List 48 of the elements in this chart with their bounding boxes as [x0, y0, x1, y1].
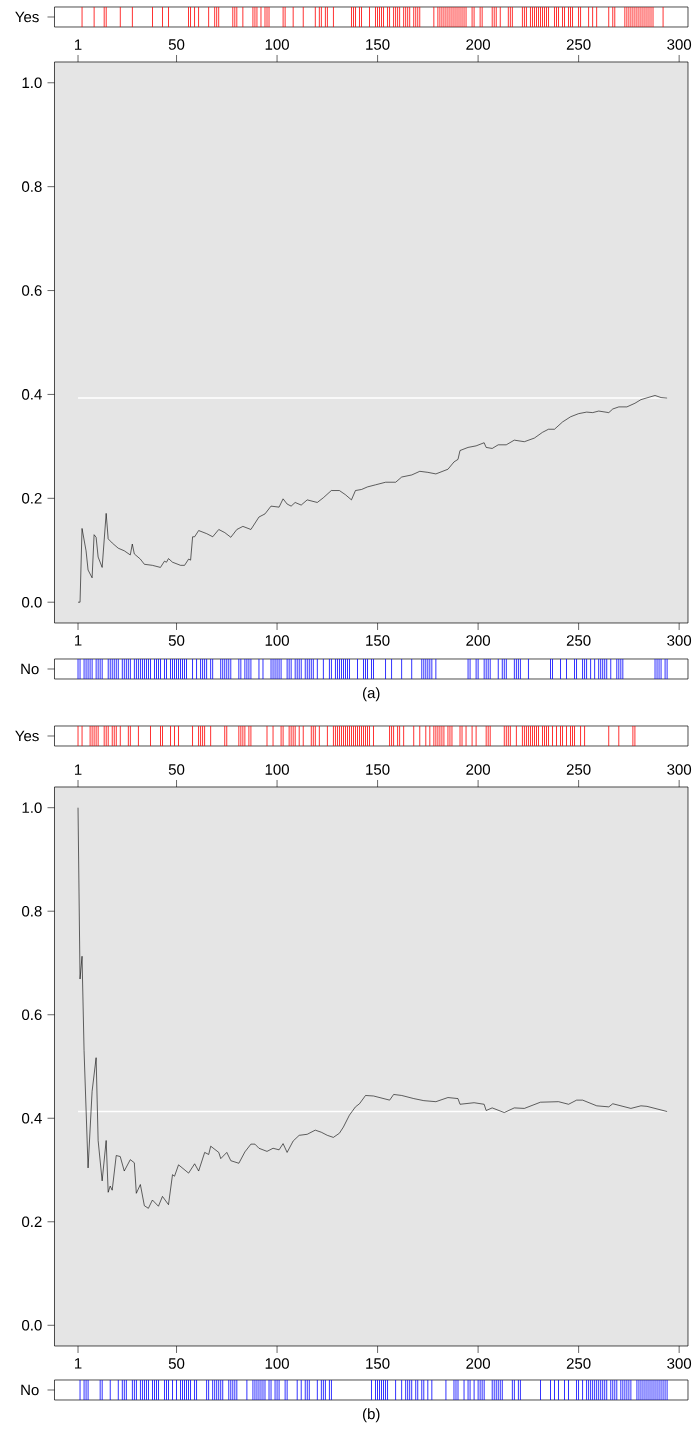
x-tick-label: 200: [466, 1358, 491, 1369]
y-tick-label: 0.0: [22, 1319, 42, 1331]
x2-tick-label: 1: [75, 635, 82, 646]
x-tick-label: 150: [366, 1358, 390, 1369]
x2-tick-label: 150: [366, 635, 390, 646]
y-tick-label: 0.2: [22, 493, 42, 504]
x-tick-label: 50: [168, 1358, 185, 1369]
text: (a): [363, 687, 380, 702]
x2-tick-label: 200: [466, 635, 491, 646]
y-tick-label: 0.6: [22, 1009, 42, 1021]
x2-tick-label: 150: [366, 764, 390, 775]
x2-tick-label: 300: [667, 635, 692, 646]
x2-tick-label: 200: [466, 764, 491, 775]
y-tick-label: 0.8: [22, 181, 42, 192]
line-series: [77, 807, 668, 1209]
x-tick-label: 250: [566, 1358, 591, 1369]
x2-tick-label: 300: [667, 764, 692, 775]
y-tick-label: 0.0: [22, 596, 42, 608]
x-tick-label: 1: [75, 1358, 82, 1369]
y-tick-label: 0.4: [22, 389, 42, 400]
x-tick-label: 300: [667, 39, 692, 50]
x-tick-label: 100: [265, 1358, 289, 1369]
y-axis-title: Yes: [15, 11, 39, 23]
x2-tick-label: 100: [265, 764, 289, 775]
x-tick-label: 300: [667, 1358, 692, 1369]
y-axis-title: Yes: [15, 730, 39, 742]
x2-tick-label: 100: [265, 635, 289, 646]
y-tick-label: 0.2: [22, 1216, 42, 1228]
x-tick-label: 150: [366, 39, 390, 50]
x2-tick-label: 1: [75, 764, 82, 775]
x2-tick-label: 250: [566, 635, 591, 646]
y-tick-label: 0.6: [22, 285, 42, 296]
x-tick-label: 100: [265, 39, 289, 50]
x-tick-label: 200: [466, 39, 491, 50]
y-tick-label: 1.0: [22, 77, 42, 89]
x2-tick-label: 50: [168, 764, 185, 775]
y-tick-label: 0.8: [22, 905, 42, 917]
x2-tick-label: 50: [168, 635, 185, 646]
text: (b): [363, 1408, 380, 1423]
x-tick-label: 250: [566, 39, 591, 50]
y-tick-label: 1.0: [22, 802, 42, 813]
x-tick-label: 50: [168, 39, 185, 50]
x2-tick-label: 250: [566, 764, 591, 775]
y-tick-label: 0.4: [22, 1112, 42, 1124]
line-series: [77, 395, 668, 603]
y-axis-title: No: [21, 663, 39, 675]
x-tick-label: 1: [75, 39, 82, 50]
y-axis-title: No: [21, 1384, 39, 1396]
